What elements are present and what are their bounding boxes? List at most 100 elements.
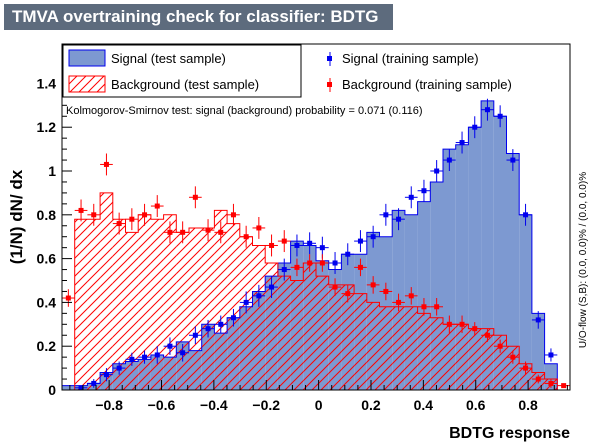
background-train-point — [421, 304, 427, 310]
legend-background-marker — [327, 82, 332, 87]
background-test-bar — [150, 219, 164, 390]
y-tick-label: 0.8 — [37, 207, 57, 223]
x-tick-label: 0 — [315, 397, 323, 413]
y-tick-label: 1.4 — [37, 75, 57, 91]
background-train-point — [269, 242, 275, 248]
signal-train-point — [281, 267, 287, 273]
x-tick-label: 0.6 — [466, 397, 486, 413]
x-tick-label: 0.8 — [518, 397, 538, 413]
signal-train-point — [154, 352, 160, 358]
background-test-bar — [125, 232, 139, 390]
background-train-point — [319, 260, 325, 266]
legend: Signal (test sample) Background (test sa… — [62, 44, 512, 98]
background-train-point — [205, 227, 211, 233]
background-train-point — [459, 321, 465, 327]
signal-train-point — [446, 157, 452, 163]
background-train-point — [561, 383, 567, 389]
background-test-bar — [265, 262, 278, 390]
background-test-bar — [468, 328, 482, 390]
background-test-bar — [430, 317, 443, 390]
signal-train-point — [269, 284, 275, 290]
x-tick-label: −0.4 — [200, 397, 228, 413]
signal-train-point — [205, 326, 211, 332]
background-test-bar — [519, 363, 532, 390]
background-test-bar — [303, 262, 316, 390]
signal-train-point — [484, 107, 490, 113]
background-train-point — [116, 221, 122, 227]
signal-train-point — [396, 216, 402, 222]
signal-train-point — [472, 124, 478, 130]
signal-train-point — [421, 188, 427, 194]
background-train-point — [91, 212, 97, 218]
background-train-point — [294, 264, 300, 270]
axes-layer: −0.8 −0.6 −0.4 −0.2 0 0.2 0.4 0.6 0.8 0 0.2 0.4 0.6 0… — [37, 43, 571, 413]
background-test-bar — [392, 306, 405, 390]
y-tick-label: 1 — [48, 163, 56, 179]
legend-background-train-label: Background (training sample) — [342, 77, 512, 92]
background-train-point — [383, 288, 389, 294]
signal-train-point — [345, 251, 351, 257]
background-train-point — [142, 212, 148, 218]
y-tick-label: 1.2 — [37, 119, 57, 135]
x-axis-label: BDTG response — [449, 425, 570, 442]
background-test-bar — [252, 245, 266, 390]
signal-test-bar — [481, 100, 494, 390]
legend-signal-test-label: Signal (test sample) — [111, 51, 226, 66]
legend-background-swatch — [68, 75, 106, 93]
background-test-bar — [455, 324, 469, 390]
y-tick-label: 0 — [48, 382, 56, 398]
legend-background-test-label: Background (test sample) — [111, 77, 259, 92]
background-test-bar — [87, 219, 101, 390]
background-test-bar — [189, 227, 202, 390]
signal-train-point — [307, 240, 313, 246]
legend-signal-marker — [327, 56, 332, 61]
background-test-bar — [417, 313, 431, 390]
background-train-point — [484, 332, 490, 338]
background-test-bar — [74, 219, 88, 390]
x-tick-label: −0.2 — [252, 397, 280, 413]
signal-test-bar — [519, 214, 532, 390]
background-test-bar — [138, 214, 151, 390]
background-train-point — [497, 343, 503, 349]
background-train-point — [370, 282, 376, 288]
background-train-point — [281, 238, 287, 244]
chart-title: TMVA overtraining check for classifier: … — [4, 4, 393, 30]
legend-signal-train-label: Signal (training sample) — [342, 51, 479, 66]
signal-train-point — [535, 317, 541, 323]
signal-train-point — [180, 350, 186, 356]
background-test-bar — [176, 232, 189, 390]
signal-train-point — [256, 293, 262, 299]
background-train-point — [396, 299, 402, 305]
signal-test-bar — [506, 153, 520, 390]
background-test-bar — [277, 276, 291, 390]
signal-train-point — [523, 212, 529, 218]
signal-train-point — [383, 212, 389, 218]
signal-train-point — [116, 365, 122, 371]
markers-layer — [62, 98, 570, 391]
background-train-point — [523, 365, 529, 371]
background-train-point — [548, 380, 554, 386]
background-train-point — [129, 216, 135, 222]
background-train-point — [103, 161, 109, 167]
background-test-bar — [493, 335, 507, 390]
background-train-point — [408, 293, 414, 299]
y-tick-label: 0.4 — [37, 294, 57, 310]
background-train-point — [434, 304, 440, 310]
signal-train-point — [91, 380, 97, 386]
signal-train-point — [357, 238, 363, 244]
background-train-point — [243, 234, 249, 240]
background-train-point — [154, 203, 160, 209]
signal-train-point — [142, 354, 148, 360]
signal-train-point — [167, 343, 173, 349]
signal-train-point — [319, 245, 325, 251]
background-test-bar — [354, 293, 367, 390]
background-test-bar — [201, 227, 215, 390]
signal-train-point — [103, 372, 109, 378]
y-tick-label: 0.2 — [37, 338, 57, 354]
background-test-bar — [214, 210, 228, 390]
background-test-bar — [379, 306, 393, 390]
signal-test-bar — [62, 385, 75, 390]
signal-train-point — [370, 234, 376, 240]
signal-train-point — [192, 332, 198, 338]
